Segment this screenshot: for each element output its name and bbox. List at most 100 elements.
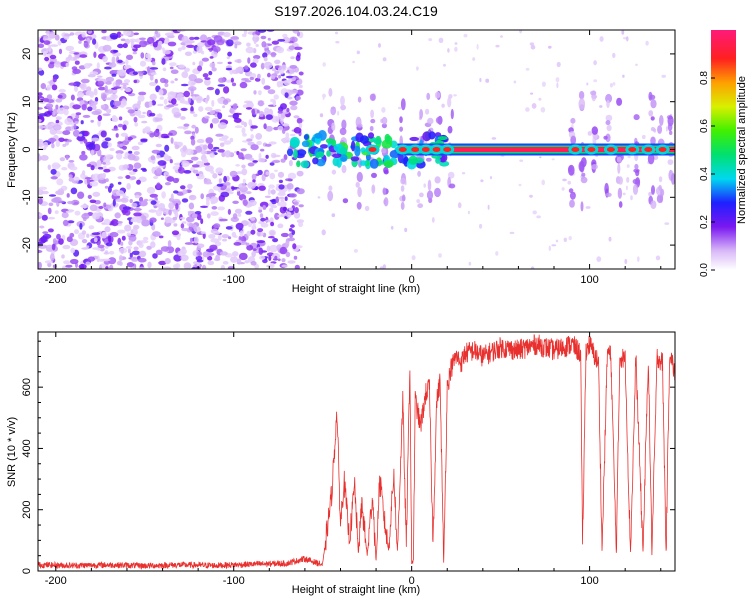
noise-blob	[100, 130, 107, 138]
noise-blob	[251, 251, 256, 258]
noise-blob	[146, 186, 156, 194]
noise-blob	[117, 221, 123, 224]
noise-blob	[112, 199, 116, 207]
noise-blob	[219, 251, 228, 256]
noise-blob	[217, 149, 225, 153]
noise-blob	[109, 231, 119, 238]
noise-blob	[100, 154, 104, 162]
noise-blob	[277, 125, 284, 131]
noise-blob	[279, 246, 288, 255]
noise-blob	[51, 143, 55, 149]
noise-blob	[211, 50, 218, 58]
noise-blob	[186, 216, 195, 223]
onset-blob	[359, 135, 369, 144]
noise-blob	[184, 51, 192, 57]
noise-blob	[52, 76, 57, 83]
noise-blob	[146, 36, 155, 45]
noise-blob	[48, 202, 54, 207]
noise-blob	[68, 82, 77, 86]
noise-blob	[67, 200, 75, 205]
noise-blob	[205, 137, 214, 144]
noise-blob	[513, 80, 517, 84]
noise-blob	[74, 121, 79, 125]
streak-blob	[605, 93, 613, 103]
noise-blob	[58, 88, 66, 93]
noise-blob	[87, 106, 93, 112]
noise-blob	[269, 172, 276, 180]
noise-blob	[612, 82, 616, 86]
carrier-node-core	[443, 147, 452, 152]
noise-blob	[653, 155, 659, 161]
noise-blob	[293, 201, 299, 206]
noise-blob	[289, 193, 297, 198]
noise-blob	[213, 223, 221, 229]
noise-blob	[38, 140, 44, 148]
noise-blob	[49, 61, 55, 65]
noise-blob	[108, 257, 117, 265]
noise-blob	[126, 232, 131, 237]
noise-blob	[71, 199, 80, 206]
noise-blob	[74, 60, 80, 65]
noise-blob	[411, 255, 416, 261]
noise-blob	[65, 45, 75, 52]
noise-blob	[93, 237, 98, 243]
noise-blob	[156, 167, 163, 174]
noise-blob	[233, 242, 242, 246]
noise-blob	[593, 79, 598, 83]
noise-blob	[156, 154, 161, 159]
noise-blob	[152, 41, 158, 48]
noise-blob	[127, 153, 136, 161]
noise-blob	[191, 124, 197, 129]
noise-blob	[352, 60, 355, 64]
noise-blob	[101, 141, 110, 149]
noise-blob	[258, 209, 263, 213]
noise-blob	[626, 164, 630, 168]
noise-blob	[438, 37, 444, 43]
noise-blob	[267, 188, 271, 196]
colorbar-label: Normalized spectral amplitude	[736, 76, 748, 224]
noise-blob	[593, 60, 597, 66]
noise-blob	[39, 225, 45, 229]
noise-blob	[168, 209, 172, 216]
noise-blob	[203, 158, 209, 164]
noise-blob	[243, 121, 248, 128]
noise-blob	[53, 196, 62, 203]
noise-blob	[273, 126, 279, 131]
noise-blob	[278, 184, 285, 190]
noise-blob	[59, 157, 66, 162]
noise-blob	[104, 137, 112, 142]
noise-blob	[147, 261, 152, 269]
noise-blob	[285, 75, 295, 79]
noise-blob	[208, 70, 213, 76]
noise-blob	[150, 241, 156, 249]
noise-blob	[292, 243, 297, 250]
streak-blob	[355, 181, 360, 188]
snr-x-ticks: -200 -100 0 100	[45, 332, 662, 587]
noise-blob	[209, 244, 218, 251]
noise-blob	[62, 244, 71, 250]
noise-blob	[55, 116, 62, 120]
noise-blob	[239, 81, 248, 89]
streak-blob	[370, 109, 374, 119]
streak-blob	[383, 197, 389, 207]
noise-blob	[253, 90, 257, 95]
noise-blob	[184, 130, 192, 135]
noise-blob	[104, 226, 111, 233]
noise-blob	[91, 137, 100, 142]
streak-blob	[660, 188, 665, 197]
noise-blob	[164, 258, 171, 265]
noise-blob	[130, 218, 135, 223]
noise-blob	[173, 112, 182, 119]
noise-blob	[98, 166, 104, 170]
noise-blob	[479, 223, 483, 229]
y-tick-label: 200	[21, 501, 33, 519]
noise-blob	[85, 245, 90, 248]
noise-blob	[257, 228, 264, 233]
noise-blob	[213, 257, 221, 262]
noise-blob	[269, 207, 274, 213]
noise-blob	[261, 77, 266, 85]
noise-blob	[291, 229, 296, 235]
noise-blob	[274, 169, 278, 172]
noise-blob	[293, 127, 302, 134]
noise-blob	[69, 166, 78, 171]
